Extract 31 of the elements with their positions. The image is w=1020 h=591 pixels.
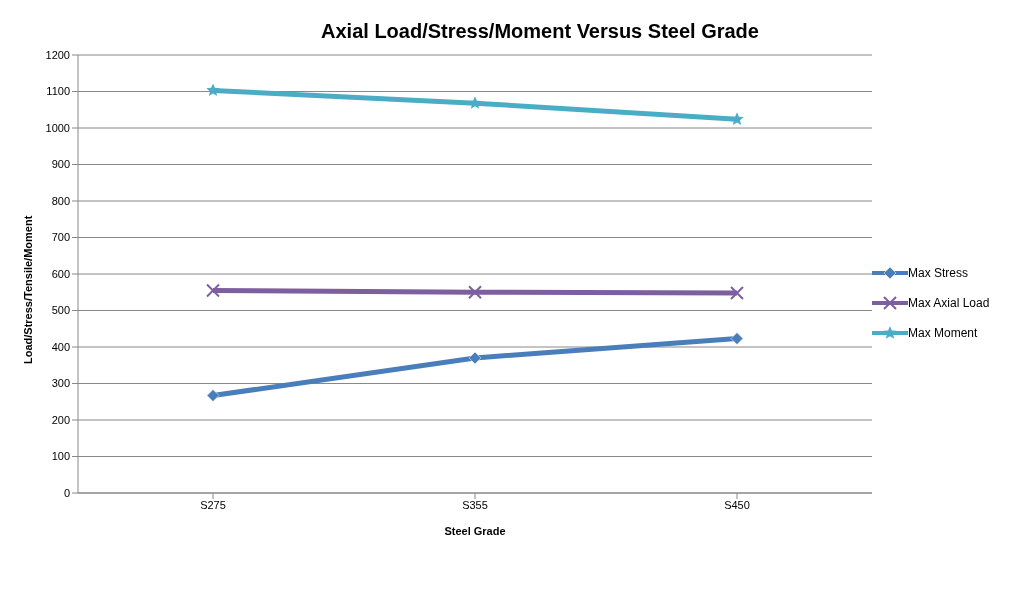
point (468, 351, 482, 365)
y-tick-label: 600 (51, 267, 70, 280)
point (206, 389, 220, 402)
legend-label: Max Axial Load (908, 296, 990, 310)
y-tick-label: 900 (51, 158, 70, 171)
y-tick-label: 800 (51, 194, 70, 207)
point (206, 283, 220, 298)
x-tick-label: S355 (462, 498, 488, 511)
y-tick-label: 100 (51, 450, 70, 463)
x-axis-title: Steel Grade (444, 525, 506, 537)
y-tick-label: 700 (51, 231, 70, 244)
y-tick-label: 500 (51, 304, 70, 317)
x-tick-label: S275 (200, 498, 226, 511)
y-tick-label: 1000 (45, 121, 70, 134)
point (206, 83, 220, 97)
point (468, 285, 482, 300)
point (730, 285, 744, 300)
y-tick-label: 200 (51, 413, 70, 426)
y-tick-label: 300 (51, 377, 70, 390)
y-axis-title: Load/Stress/Tensile/Moment (21, 215, 34, 364)
point (468, 96, 482, 109)
y-tick-label: 400 (51, 340, 70, 353)
point (730, 332, 744, 345)
legend-label: Max Moment (908, 326, 978, 340)
y-tick-label: 0 (63, 486, 70, 499)
legend-label: Max Stress (908, 266, 969, 280)
chart-title: Axial Load/Stress/Moment Versus Steel Grade (320, 20, 760, 43)
point (730, 112, 744, 125)
y-tick-label: 1100 (46, 85, 70, 98)
x-tick-label: S450 (724, 498, 750, 511)
y-tick-label: 1200 (45, 48, 70, 61)
